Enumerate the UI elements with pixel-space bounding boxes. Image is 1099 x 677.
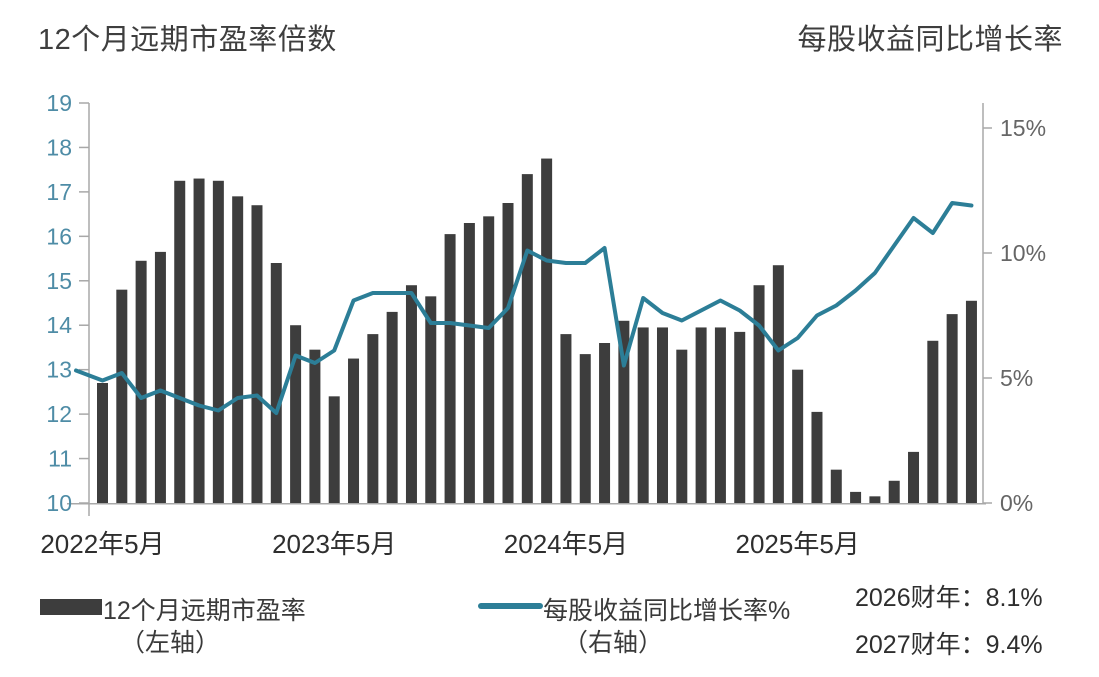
- pe-bar: [792, 369, 804, 503]
- eps-growth-line: [74, 201, 974, 415]
- bar-series-swatch: [40, 599, 102, 615]
- chart-title-right: 每股收益同比增长率: [797, 24, 1063, 56]
- pe-bar: [811, 411, 823, 503]
- left-axis-tick-label: 14: [46, 312, 72, 338]
- line-series-swatch: [478, 603, 543, 609]
- pe-bar: [541, 158, 553, 504]
- pe-bar: [850, 491, 862, 503]
- right-axis-ticks: 15% 10% 5% 0%: [983, 115, 1046, 516]
- left-axis-ticks: 19 18 17 16 15 14 13 12 11 10: [46, 90, 89, 516]
- pe-bar: [734, 331, 746, 503]
- left-axis-tick-label: 19: [46, 90, 72, 116]
- x-axis-tick-label: 2023年5月: [272, 529, 396, 559]
- pe-bar: [290, 325, 302, 503]
- pe-bar: [212, 180, 224, 503]
- line-series-legend-sublabel: （右轴）: [563, 629, 664, 657]
- pe-bar: [232, 196, 244, 504]
- pe-bar: [444, 234, 456, 503]
- pe-bar: [521, 174, 533, 503]
- pe-bar: [251, 205, 263, 503]
- pe-bar: [116, 289, 128, 503]
- pe-bar: [97, 383, 108, 503]
- x-axis-tick-label: 2024年5月: [504, 529, 628, 559]
- pe-bar: [676, 349, 688, 503]
- pe-bar: [714, 327, 726, 503]
- pe-bar: [618, 320, 630, 503]
- pe-bar: [579, 354, 591, 503]
- pe-bar: [695, 327, 707, 503]
- right-axis-tick-label: 0%: [1000, 490, 1033, 516]
- left-axis-tick-label: 10: [46, 490, 72, 516]
- pe-bar: [405, 285, 417, 503]
- chart-title-left: 12个月远期市盈率倍数: [38, 24, 337, 56]
- bar-series-legend-label: 12个月远期市盈率: [103, 597, 306, 625]
- left-axis-tick-label: 15: [46, 268, 72, 294]
- pe-bar: [463, 223, 475, 503]
- left-axis-tick-label: 18: [46, 134, 72, 160]
- left-axis-tick-label: 11: [48, 446, 72, 472]
- axes: [67, 103, 986, 516]
- pe-bar: [135, 260, 147, 503]
- x-axis-tick-label: 2022年5月: [40, 529, 164, 559]
- pe-bar: [309, 349, 321, 503]
- pe-bar: [599, 343, 611, 503]
- fy2026-estimate-annotation: 2026财年：8.1%: [855, 584, 1043, 612]
- pe-bar: [154, 251, 166, 503]
- left-axis-tick-label: 16: [46, 223, 72, 249]
- pe-bar: [270, 263, 282, 503]
- pe-bars-series: [97, 158, 977, 504]
- pe-bar: [174, 180, 186, 503]
- pe-bar: [193, 178, 205, 504]
- pe-bar: [386, 311, 398, 503]
- pe-bar: [502, 203, 514, 503]
- pe-bar: [753, 285, 765, 503]
- pe-bar: [560, 334, 572, 503]
- pe-bar: [367, 334, 379, 503]
- pe-bar: [830, 469, 842, 503]
- pe-bar: [869, 496, 881, 503]
- left-axis-tick-label: 17: [46, 179, 72, 205]
- pe-bar: [637, 327, 649, 503]
- pe-bar: [328, 396, 340, 503]
- right-axis-tick-label: 15%: [1000, 115, 1046, 141]
- left-axis-tick-label: 12: [46, 401, 72, 427]
- fy2027-estimate-annotation: 2027财年：9.4%: [855, 631, 1043, 659]
- left-axis-tick-label: 13: [46, 357, 72, 383]
- pe-bar: [888, 480, 900, 503]
- pe-bar: [946, 314, 958, 503]
- pe-bar: [927, 340, 939, 503]
- right-axis-tick-label: 10%: [1000, 240, 1046, 266]
- line-series-legend-label: 每股收益同比增长率%: [543, 597, 791, 625]
- pe-bar: [965, 300, 977, 503]
- x-axis-tick-label: 2025年5月: [736, 529, 860, 559]
- pe-bar: [656, 327, 668, 503]
- pe-bar: [348, 358, 360, 503]
- x-axis-labels: 2022年5月 2023年5月 2024年5月 2025年5月: [40, 529, 859, 559]
- bar-series-legend-sublabel: （左轴）: [120, 629, 221, 657]
- pe-bar: [908, 451, 920, 503]
- pe-bar: [425, 296, 437, 503]
- pe-bar: [772, 265, 784, 503]
- right-axis-tick-label: 5%: [1000, 365, 1033, 391]
- pe-bar: [483, 216, 495, 504]
